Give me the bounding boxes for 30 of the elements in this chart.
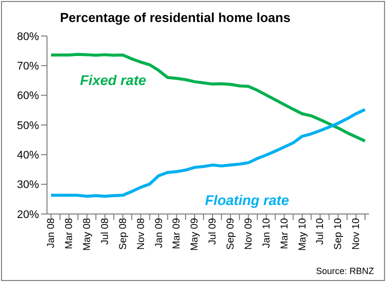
x-tick-label: Mar 09 bbox=[172, 218, 183, 250]
x-tick-label: May 08 bbox=[82, 218, 93, 251]
x-tick-label: Jul 10 bbox=[315, 218, 326, 245]
x-tick-label: Sep 08 bbox=[118, 218, 129, 250]
series-label: Floating rate bbox=[205, 192, 290, 208]
series-label: Fixed rate bbox=[80, 72, 146, 88]
x-tick-label: Jan 09 bbox=[154, 218, 165, 248]
y-tick-label: 50% bbox=[16, 120, 40, 132]
chart-title: Percentage of residential home loans bbox=[60, 10, 290, 25]
line-series bbox=[50, 52, 366, 143]
y-tick-label: 30% bbox=[16, 179, 40, 192]
y-tick-label: 70% bbox=[16, 60, 40, 73]
x-tick-label: Mar 10 bbox=[279, 218, 290, 250]
x-tick-label: Jan 08 bbox=[46, 218, 58, 248]
source-note: Source: RBNZ bbox=[316, 266, 374, 276]
x-tick-label: May 09 bbox=[190, 218, 201, 251]
y-tick-label: 40% bbox=[16, 150, 40, 162]
x-tick-label: Mar 08 bbox=[64, 218, 76, 250]
x-tick-label: Sep 09 bbox=[226, 218, 237, 250]
x-tick-label: Nov 08 bbox=[136, 218, 147, 250]
x-tick-label: Jan 10 bbox=[261, 218, 272, 248]
x-tick-label: Jul 08 bbox=[100, 218, 111, 245]
y-tick-label: 60% bbox=[16, 90, 40, 102]
x-tick-label: Jul 09 bbox=[208, 218, 219, 245]
x-tick-label: Nov 09 bbox=[243, 218, 254, 250]
x-tick-label: Nov 10 bbox=[351, 218, 362, 250]
y-tick-label: 20% bbox=[16, 208, 40, 221]
x-tick-label: May 10 bbox=[297, 218, 308, 251]
x-tick-label: Sep 10 bbox=[333, 218, 344, 250]
y-tick-label: 80% bbox=[16, 30, 40, 43]
